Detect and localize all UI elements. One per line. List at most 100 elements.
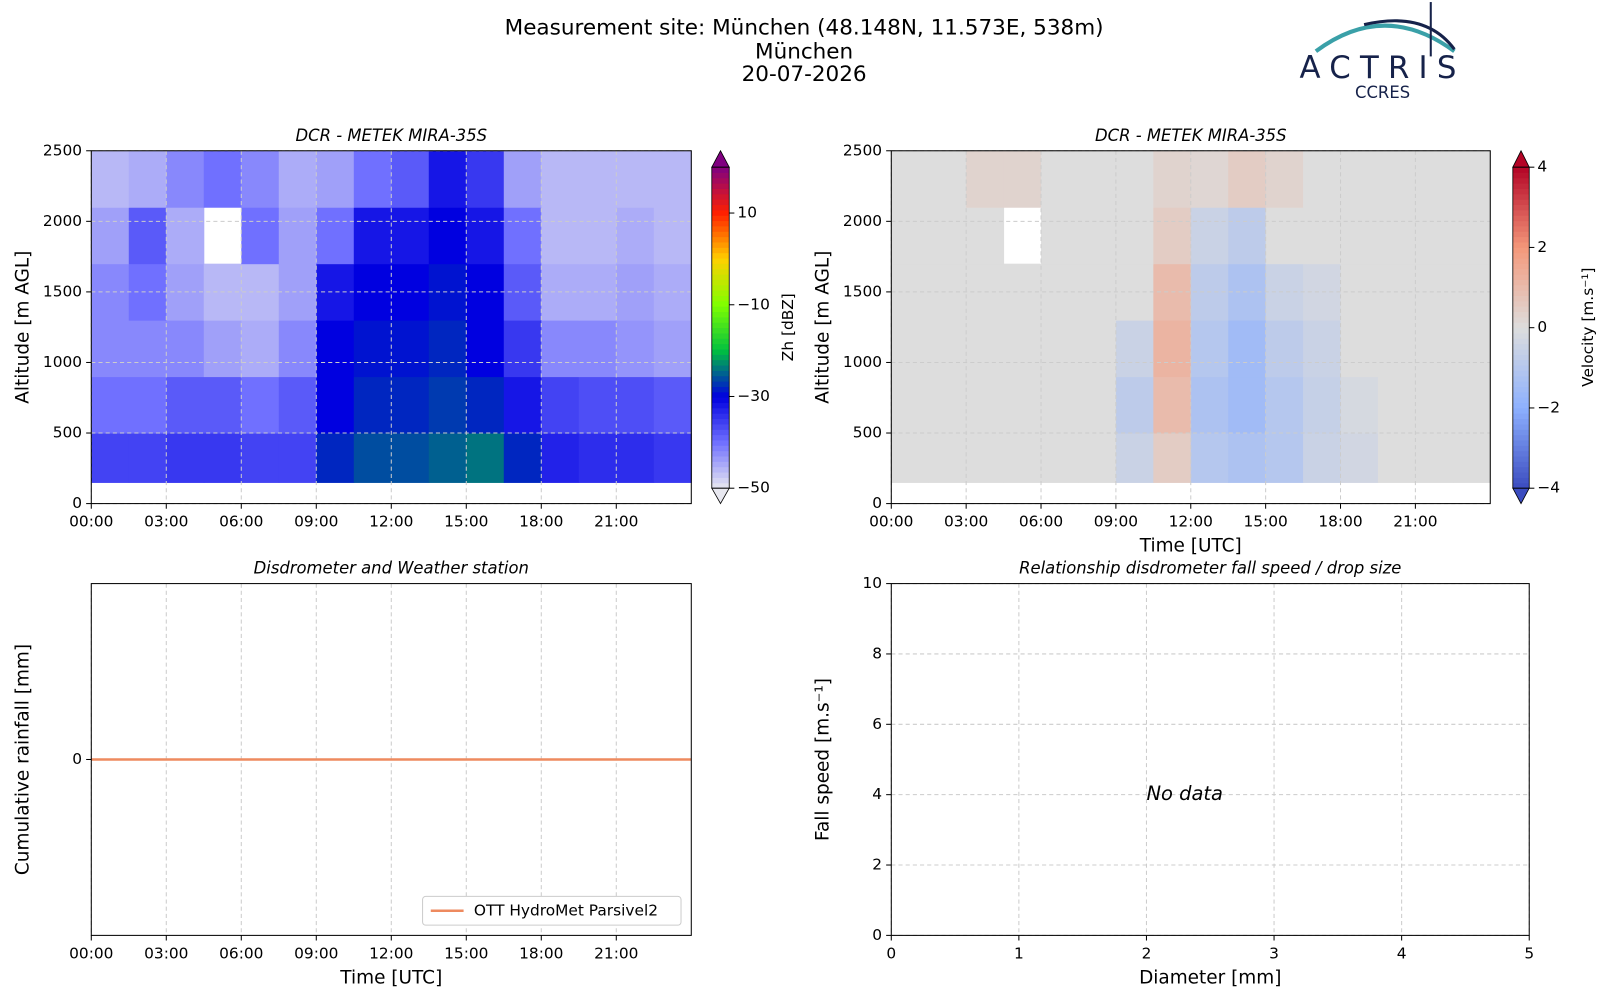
colorbar-tick-label: −30 xyxy=(737,387,769,405)
heatmap-cell xyxy=(928,376,967,434)
heatmap-cell xyxy=(891,433,930,483)
panel: Relationship disdrometer fall speed / dr… xyxy=(813,559,1535,989)
y-tick-label: 8 xyxy=(872,644,882,662)
heatmap-cell xyxy=(1003,433,1042,483)
y-tick-label: 0 xyxy=(872,926,882,944)
heatmap-cell xyxy=(428,207,467,265)
heatmap-cell xyxy=(278,376,317,434)
colorbar-step xyxy=(1512,300,1530,307)
x-tick-label: 00:00 xyxy=(869,513,913,531)
colorbar-step xyxy=(711,322,730,329)
heatmap-cell xyxy=(278,320,317,378)
plot-frame xyxy=(890,583,1530,936)
colorbar-tick-label: 4 xyxy=(1537,158,1547,176)
colorbar-tick-label: 2 xyxy=(1537,238,1547,256)
heatmap-cell xyxy=(1153,150,1192,208)
colorbar-step xyxy=(1512,258,1530,264)
heatmap-cell xyxy=(166,320,205,378)
heatmap-cell xyxy=(966,433,1005,483)
heatmap-cell xyxy=(1153,207,1192,265)
colorbar-tick-label: −10 xyxy=(737,295,769,313)
heatmap-cell xyxy=(1265,150,1304,208)
heatmap-cell xyxy=(1303,207,1342,265)
heatmap-cell xyxy=(353,433,392,483)
heatmap-cell xyxy=(1228,376,1267,434)
x-tick-label: 3 xyxy=(1269,944,1279,962)
x-tick-label: 09:00 xyxy=(1094,513,1138,531)
colorbar-step xyxy=(711,167,730,173)
y-tick-label: 1000 xyxy=(843,353,882,371)
heatmap-cell xyxy=(1303,150,1342,208)
colorbar-step xyxy=(1512,231,1530,238)
heatmap-cell xyxy=(391,433,430,483)
x-tick-label: 03:00 xyxy=(144,513,188,531)
x-tick-label: 12:00 xyxy=(1169,513,1213,531)
y-tick-label: 2500 xyxy=(843,141,882,159)
x-tick-label: 09:00 xyxy=(294,944,338,962)
colorbar-step xyxy=(1512,172,1530,179)
heatmap-cell xyxy=(316,376,355,434)
colorbar-step xyxy=(711,316,730,323)
heatmap-cell xyxy=(1153,376,1192,434)
colorbar-step xyxy=(711,424,730,430)
legend-box xyxy=(422,895,682,926)
colorbar-step xyxy=(1512,226,1530,232)
heatmap-cell xyxy=(1078,376,1117,434)
colorbar-step xyxy=(1512,284,1530,291)
y-tick-label: 0 xyxy=(872,494,882,512)
heatmap-cell xyxy=(353,376,392,434)
plot-frame xyxy=(90,583,692,936)
heatmap-cell xyxy=(1190,207,1229,265)
heatmap-cell xyxy=(428,376,467,434)
heatmap-cell xyxy=(1415,207,1454,265)
heatmap-cell xyxy=(653,433,692,483)
heatmap-cell xyxy=(1115,376,1154,434)
heatmap-cell xyxy=(1190,320,1229,378)
heatmap-cell xyxy=(1003,376,1042,434)
y-axis-label: Fall speed [m.s⁻¹] xyxy=(813,678,834,841)
x-tick-label: 15:00 xyxy=(1243,513,1287,531)
heatmap-cell xyxy=(1115,207,1154,265)
colorbar-step xyxy=(711,450,730,457)
panel-title: Relationship disdrometer fall speed / dr… xyxy=(1019,559,1401,578)
x-tick-label: 06:00 xyxy=(219,944,263,962)
heatmap-cell xyxy=(1153,433,1192,483)
legend-label: OTT HydroMet Parsivel2 xyxy=(474,901,658,919)
colorbar-step xyxy=(711,242,730,248)
x-tick-label: 0 xyxy=(886,944,896,962)
colorbar-step xyxy=(711,204,730,211)
heatmap-cell xyxy=(891,376,930,434)
colorbar-step xyxy=(711,456,730,462)
logo: ACTRIS CCRES xyxy=(1300,2,1456,102)
colorbar-step xyxy=(1512,199,1530,206)
colorbar-step xyxy=(1512,236,1530,243)
heatmap-cell xyxy=(653,150,692,208)
heatmap-cell xyxy=(1452,150,1491,208)
heatmap-cell xyxy=(653,376,692,434)
heatmap-cell xyxy=(1190,433,1229,483)
colorbar-step xyxy=(711,300,730,307)
x-tick-label: 18:00 xyxy=(519,513,563,531)
x-tick-label: 1 xyxy=(1014,944,1024,962)
heatmap-cell xyxy=(1452,207,1491,265)
heatmap-cell xyxy=(503,207,542,265)
heatmap-cell xyxy=(1377,207,1416,265)
heatmap-cell xyxy=(166,376,205,434)
colorbar-step xyxy=(711,413,730,420)
x-tick-label: 2 xyxy=(1142,944,1152,962)
colorbar-step xyxy=(711,231,730,238)
heatmap-cell xyxy=(353,150,392,208)
heatmap-cell xyxy=(503,376,542,434)
heatmap-cell xyxy=(316,207,355,265)
heatmap-cell xyxy=(466,150,505,208)
colorbar-step xyxy=(1512,247,1530,254)
colorbar-step xyxy=(711,220,730,227)
x-tick-label: 00:00 xyxy=(69,513,113,531)
heatmap-cell xyxy=(503,150,542,208)
heatmap-cell xyxy=(1228,320,1267,378)
heatmap-cell xyxy=(278,150,317,208)
heatmap-cell xyxy=(1228,150,1267,208)
x-tick-label: 12:00 xyxy=(369,944,413,962)
colorbar-step xyxy=(711,407,730,414)
